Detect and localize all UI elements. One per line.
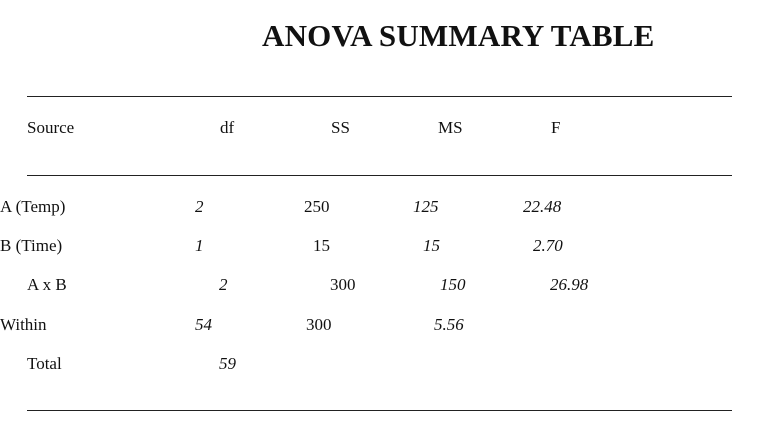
row-axb-f: 26.98: [550, 275, 589, 294]
row-a-ms: 125: [413, 197, 439, 216]
row-within-source: Within: [0, 315, 47, 334]
row-a-source: A (Temp): [0, 197, 66, 216]
header-source: Source: [27, 118, 75, 137]
header-f: F: [551, 118, 561, 137]
bottom-rule: [27, 410, 732, 411]
row-b-df: 1: [195, 236, 204, 255]
row-b-ms: 15: [423, 236, 440, 255]
row-total-source: Total: [27, 354, 62, 373]
row-within-df: 54: [195, 315, 212, 334]
row-b-ss: 15: [313, 236, 330, 255]
table-title: ANOVA SUMMARY TABLE: [262, 18, 655, 53]
row-axb-ss: 300: [330, 275, 356, 294]
header-ms: MS: [438, 118, 463, 137]
row-a-df: 2: [195, 197, 204, 216]
row-b-f: 2.70: [533, 236, 563, 255]
row-b-source: B (Time): [0, 236, 63, 255]
row-within-ms: 5.56: [434, 315, 464, 334]
row-total-df: 59: [219, 354, 236, 373]
row-within-ss: 300: [306, 315, 332, 334]
header-rule: [27, 175, 732, 176]
row-axb-df: 2: [219, 275, 228, 294]
header-df: df: [220, 118, 235, 137]
top-rule: [27, 96, 732, 97]
row-a-ss: 250: [304, 197, 330, 216]
row-a-f: 22.48: [523, 197, 562, 216]
row-axb-ms: 150: [440, 275, 466, 294]
row-axb-source: A x B: [27, 275, 67, 294]
header-ss: SS: [331, 118, 350, 137]
